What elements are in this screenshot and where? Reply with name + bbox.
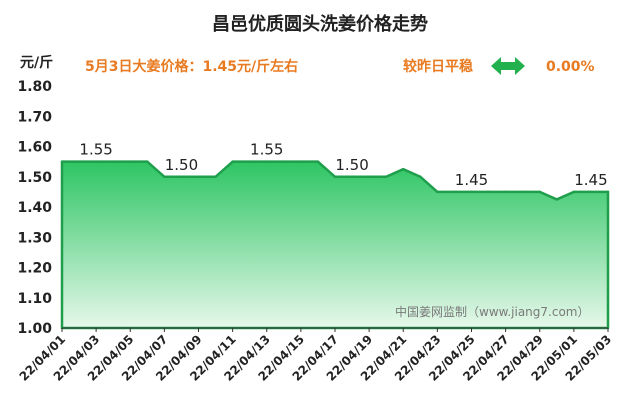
data-point: [555, 198, 559, 201]
data-point: [350, 175, 354, 178]
data-point: [606, 190, 610, 194]
data-point: [214, 175, 217, 178]
data-point: [589, 190, 593, 194]
data-point: [487, 190, 490, 194]
data-point: [521, 190, 524, 194]
data-point: [129, 160, 132, 163]
data-label: 1.45: [455, 171, 488, 189]
double-arrow-icon: [491, 57, 525, 75]
x-axis: 22/04/0122/04/0322/04/0522/04/0722/04/09…: [17, 327, 614, 384]
y-tick-label: 1.10: [17, 291, 52, 307]
area-layer: [60, 160, 610, 330]
change-text: 较昨日平稳: [403, 58, 473, 75]
y-axis: 1.00 1.10 1.20 1.30 1.40 1.50 1.60 1.70 1.80: [17, 79, 52, 337]
y-tick-label: 1.70: [17, 109, 52, 125]
y-tick-label: 1.30: [17, 230, 52, 246]
data-point: [94, 160, 98, 163]
data-point: [470, 190, 473, 194]
data-point: [197, 175, 200, 178]
data-point: [436, 190, 439, 194]
y-tick-label: 1.40: [17, 200, 52, 216]
data-point: [265, 160, 268, 163]
y-tick-label: 1.60: [17, 140, 52, 156]
data-label: 1.55: [250, 141, 283, 159]
data-label: 1.55: [79, 141, 112, 159]
y-tick-label: 1.00: [17, 321, 52, 337]
chart-title: 昌邑优质圆头洗姜价格走势: [212, 13, 428, 35]
data-point: [180, 175, 183, 178]
data-point: [453, 190, 456, 194]
data-point: [60, 160, 64, 163]
price-note: 5月3日大姜价格：1.45元/斤左右: [85, 58, 298, 75]
change-percent: 0.00%: [546, 59, 595, 75]
data-point: [572, 190, 576, 194]
data-labels: 1.55 1.50 1.55 1.50 1.45 1.45: [79, 141, 607, 189]
data-point: [146, 160, 149, 163]
data-point: [231, 160, 234, 163]
data-label: 1.50: [165, 156, 198, 174]
data-point: [316, 160, 320, 163]
data-point: [77, 160, 81, 163]
data-point: [384, 175, 388, 178]
y-tick-label: 1.80: [17, 79, 52, 95]
y-unit-label: 元/斤: [20, 54, 53, 71]
watermark: 中国姜网监制（www.jiang7.com）: [395, 304, 589, 319]
y-tick-label: 1.20: [17, 261, 52, 277]
data-point: [538, 190, 541, 194]
data-label: 1.45: [574, 171, 607, 189]
data-point: [367, 175, 371, 178]
data-label: 1.50: [335, 156, 368, 174]
data-point: [299, 160, 303, 163]
y-tick-label: 1.50: [17, 170, 52, 186]
data-point: [333, 175, 337, 178]
data-point: [163, 175, 166, 178]
data-point: [111, 160, 115, 163]
data-point: [402, 167, 405, 171]
data-point: [282, 160, 286, 163]
price-area: [60, 160, 610, 330]
data-point: [419, 175, 422, 178]
data-point: [504, 190, 507, 194]
data-point: [248, 160, 251, 163]
